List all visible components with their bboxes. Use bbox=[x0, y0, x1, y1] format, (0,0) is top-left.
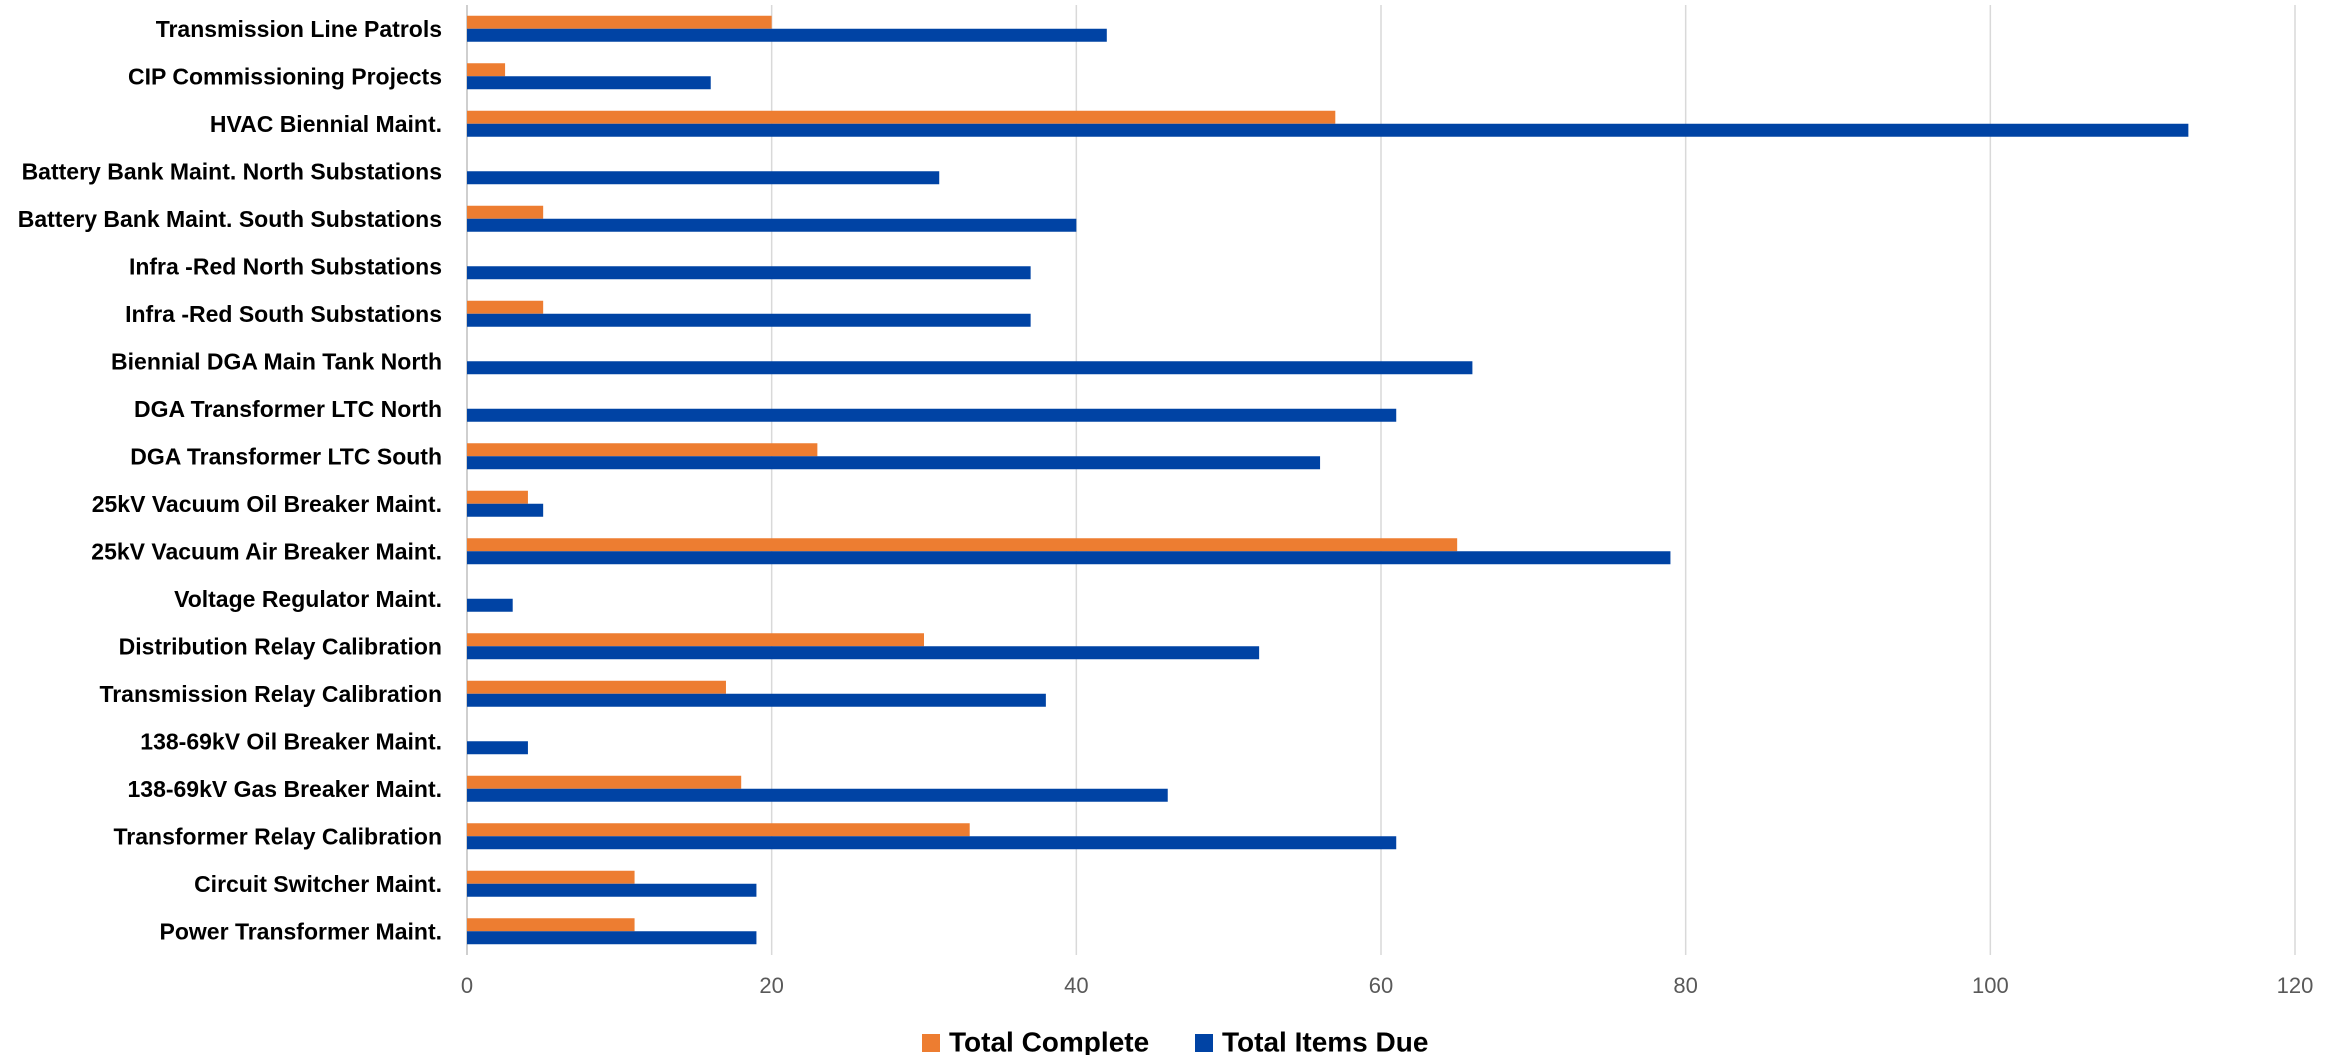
gridlines bbox=[466, 5, 2296, 955]
category-label: Transmission Relay Calibration bbox=[99, 681, 442, 707]
bar-total-items-due bbox=[467, 931, 757, 945]
category-label: 138-69kV Gas Breaker Maint. bbox=[127, 776, 442, 802]
bar-total-items-due bbox=[467, 551, 1671, 565]
x-tick-label: 100 bbox=[1972, 973, 2009, 998]
bar-total-items-due bbox=[467, 788, 1168, 802]
bar-total-items-due bbox=[467, 741, 528, 755]
bar-total-items-due bbox=[467, 598, 513, 612]
x-tick-label: 0 bbox=[461, 973, 473, 998]
x-tick-label: 80 bbox=[1673, 973, 1697, 998]
bar-total-complete bbox=[467, 633, 924, 647]
x-axis-ticks: 0 20 40 60 80 100 120 bbox=[461, 973, 2313, 998]
bar-total-items-due bbox=[467, 266, 1031, 280]
category-label: DGA Transformer LTC South bbox=[130, 443, 442, 469]
legend-label-total-items-due: Total Items Due bbox=[1222, 1026, 1428, 1055]
bar-total-complete bbox=[467, 490, 528, 504]
bar-total-items-due bbox=[467, 456, 1321, 470]
bar-total-complete bbox=[467, 918, 635, 932]
category-label: 138-69kV Oil Breaker Maint. bbox=[140, 728, 442, 754]
x-tick-label: 40 bbox=[1064, 973, 1088, 998]
bar-total-complete bbox=[467, 300, 544, 314]
bar-total-items-due bbox=[467, 171, 940, 185]
category-label: Power Transformer Maint. bbox=[160, 918, 442, 944]
category-label: Circuit Switcher Maint. bbox=[194, 871, 442, 897]
bar-total-items-due bbox=[467, 123, 2189, 137]
bar-total-items-due bbox=[467, 883, 757, 897]
bars bbox=[467, 15, 2189, 945]
category-label: Transmission Line Patrols bbox=[156, 16, 442, 42]
bar-total-items-due bbox=[467, 361, 1473, 375]
x-tick-label: 60 bbox=[1369, 973, 1393, 998]
category-label: 25kV Vacuum Oil Breaker Maint. bbox=[92, 491, 442, 517]
bar-total-complete bbox=[467, 443, 818, 457]
category-label: Infra -Red North Substations bbox=[129, 253, 442, 279]
bar-total-complete bbox=[467, 63, 506, 77]
legend-label-total-complete: Total Complete bbox=[949, 1026, 1149, 1055]
category-label: Distribution Relay Calibration bbox=[119, 633, 442, 659]
category-label: Voltage Regulator Maint. bbox=[174, 586, 442, 612]
bar-total-complete bbox=[467, 775, 742, 789]
category-label: Transformer Relay Calibration bbox=[114, 823, 443, 849]
category-label: Biennial DGA Main Tank North bbox=[111, 348, 442, 374]
bar-total-complete bbox=[467, 870, 635, 884]
bar-total-items-due bbox=[467, 836, 1397, 850]
bar-total-items-due bbox=[467, 503, 544, 517]
bar-total-complete bbox=[467, 680, 726, 694]
x-tick-label: 120 bbox=[2277, 973, 2314, 998]
category-label: HVAC Biennial Maint. bbox=[210, 111, 442, 137]
bar-total-complete bbox=[467, 538, 1458, 552]
bar-total-complete bbox=[467, 110, 1336, 124]
category-label: DGA Transformer LTC North bbox=[134, 396, 442, 422]
category-labels: Transmission Line Patrols CIP Commissioni… bbox=[18, 16, 442, 945]
bar-total-items-due bbox=[467, 218, 1077, 232]
bar-total-complete bbox=[467, 15, 772, 29]
category-label: Battery Bank Maint. South Substations bbox=[18, 206, 442, 232]
x-tick-label: 20 bbox=[759, 973, 783, 998]
category-label: 25kV Vacuum Air Breaker Maint. bbox=[91, 538, 442, 564]
legend: Total Complete Total Items Due bbox=[922, 1026, 1428, 1055]
bar-total-items-due bbox=[467, 76, 711, 90]
bar-total-items-due bbox=[467, 693, 1046, 707]
bar-total-items-due bbox=[467, 408, 1397, 422]
bar-total-complete bbox=[467, 205, 544, 219]
legend-swatch-total-complete bbox=[922, 1034, 940, 1052]
category-label: CIP Commissioning Projects bbox=[128, 63, 442, 89]
category-label: Battery Bank Maint. North Substations bbox=[22, 158, 442, 184]
bar-total-items-due bbox=[467, 646, 1260, 660]
legend-swatch-total-items-due bbox=[1195, 1034, 1213, 1052]
bar-total-items-due bbox=[467, 313, 1031, 327]
bar-total-complete bbox=[467, 823, 970, 837]
bar-total-items-due bbox=[467, 28, 1107, 42]
category-label: Infra -Red South Substations bbox=[125, 301, 442, 327]
